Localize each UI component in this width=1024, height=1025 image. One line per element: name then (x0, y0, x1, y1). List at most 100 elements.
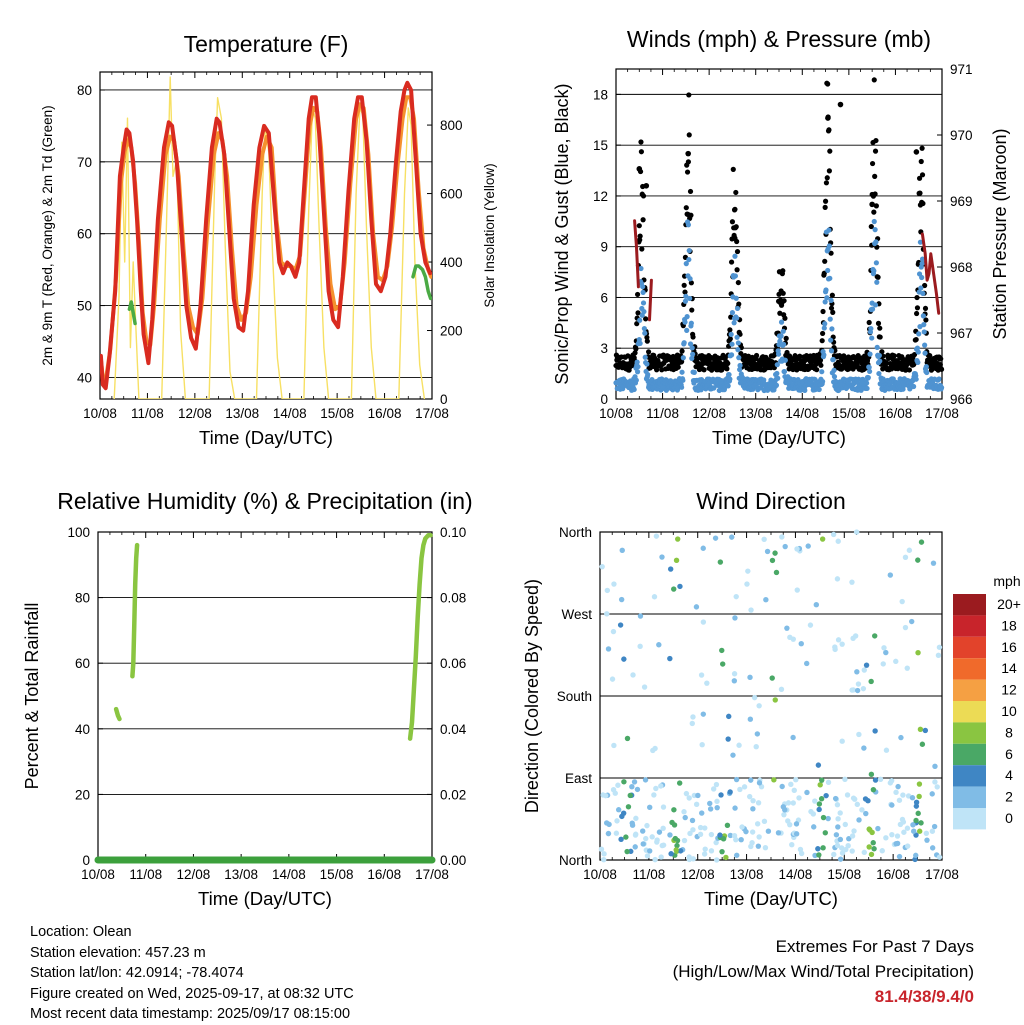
direction-point (750, 806, 756, 812)
direction-point (613, 830, 620, 836)
direction-point (936, 644, 943, 650)
wind-point (637, 317, 643, 323)
direction-point (761, 536, 767, 542)
wind-point (820, 378, 826, 385)
direction-point (686, 854, 692, 860)
direction-point (880, 661, 886, 667)
extremes-values: 81.4/38/9.4/0 (874, 987, 974, 1006)
wind-point (780, 328, 786, 334)
extremes-title: Extremes For Past 7 Days (775, 937, 974, 956)
gust-point (877, 325, 883, 331)
direction-point (682, 814, 688, 821)
direction-point (750, 797, 756, 804)
y-tick-label: 80 (77, 83, 92, 98)
direction-point (913, 799, 920, 805)
y-right-tick-label: 0.06 (440, 656, 466, 671)
legend-label: 8 (1005, 724, 1013, 740)
gust-point (873, 137, 879, 144)
gust-point (871, 209, 877, 215)
chart-direction: 10/08 11/08 12/08 13/08 14/08 15/08 16/08 17/08… (522, 488, 1021, 909)
gust-point (914, 305, 921, 311)
direction-point (834, 802, 841, 808)
direction-point (681, 837, 688, 844)
direction-point (863, 662, 870, 668)
dewpoint-line (411, 264, 432, 301)
direction-point (713, 839, 719, 846)
direction-point (734, 852, 740, 858)
gust-point (869, 160, 876, 167)
gust-point (822, 204, 828, 210)
legend-swatch (953, 679, 986, 701)
legend-swatch (953, 636, 986, 659)
wind-point (821, 352, 827, 358)
direction-point (883, 747, 890, 753)
direction-point (861, 745, 867, 751)
wind-point (684, 327, 690, 333)
direction-point (889, 831, 895, 838)
y-right-tick-label: 970 (950, 128, 973, 143)
y-axis-label: Sonic/Prop Wind & Gust (Blue, Black) (552, 83, 572, 384)
direction-point (707, 806, 714, 812)
station-info: Location: Olean Station elevation: 457.2… (30, 922, 354, 1025)
gust-point (923, 317, 929, 323)
direction-point (610, 628, 617, 635)
legend-label: 2 (1005, 789, 1013, 805)
wind-point (923, 363, 929, 370)
y-tick-label: East (565, 771, 592, 786)
direction-point (769, 557, 776, 564)
direction-point (599, 563, 605, 570)
wind-point (938, 384, 945, 391)
wind-point (685, 222, 691, 228)
wind-point (761, 377, 767, 383)
direction-point (764, 548, 771, 555)
wind-point (687, 276, 693, 282)
x-tick-label: 15/08 (320, 406, 354, 421)
direction-point (812, 798, 818, 804)
direction-point (893, 789, 899, 796)
direction-point (647, 804, 653, 811)
wind-point (687, 295, 693, 302)
gust-point (891, 353, 897, 359)
wind-point (631, 386, 637, 393)
chart-humidity: 10/08 11/08 12/08 13/08 14/08 15/08 16/08 17/08… (22, 488, 473, 909)
legend-label: 6 (1005, 746, 1013, 762)
direction-point (719, 647, 725, 654)
direction-point (621, 656, 627, 662)
legend-label: 10 (1001, 703, 1017, 719)
direction-point (749, 840, 755, 846)
direction-point (601, 851, 607, 857)
gust-point (688, 280, 694, 286)
gust-point (782, 315, 788, 321)
y-tick-label: 6 (600, 290, 608, 305)
wind-point (871, 218, 877, 225)
wind-point (773, 382, 780, 388)
direction-point (877, 776, 884, 783)
direction-point (913, 852, 919, 859)
gust-point (634, 291, 641, 298)
direction-point (904, 825, 911, 831)
gust-points (613, 77, 945, 373)
direction-point (831, 851, 837, 858)
dewpoint-line (127, 300, 137, 326)
direction-point (902, 624, 909, 631)
direction-point (796, 795, 802, 801)
wind-point (775, 375, 781, 381)
gust-point (687, 188, 694, 195)
legend-label: 16 (1001, 639, 1017, 655)
direction-point (654, 839, 660, 845)
direction-point (909, 795, 916, 801)
y-tick-label: 3 (600, 341, 608, 356)
gust-peak-point (913, 149, 920, 155)
legend-swatch (953, 786, 986, 808)
direction-point (747, 716, 754, 722)
gust-point (938, 356, 944, 362)
direction-point (634, 786, 641, 793)
x-tick-label: 17/08 (415, 867, 449, 882)
wind-point (682, 319, 688, 325)
chart-title: Wind Direction (696, 488, 846, 514)
direction-point (731, 671, 738, 677)
direction-point (725, 736, 731, 742)
direction-point (720, 835, 727, 842)
wind-point (732, 253, 738, 259)
gust-point (638, 149, 645, 155)
